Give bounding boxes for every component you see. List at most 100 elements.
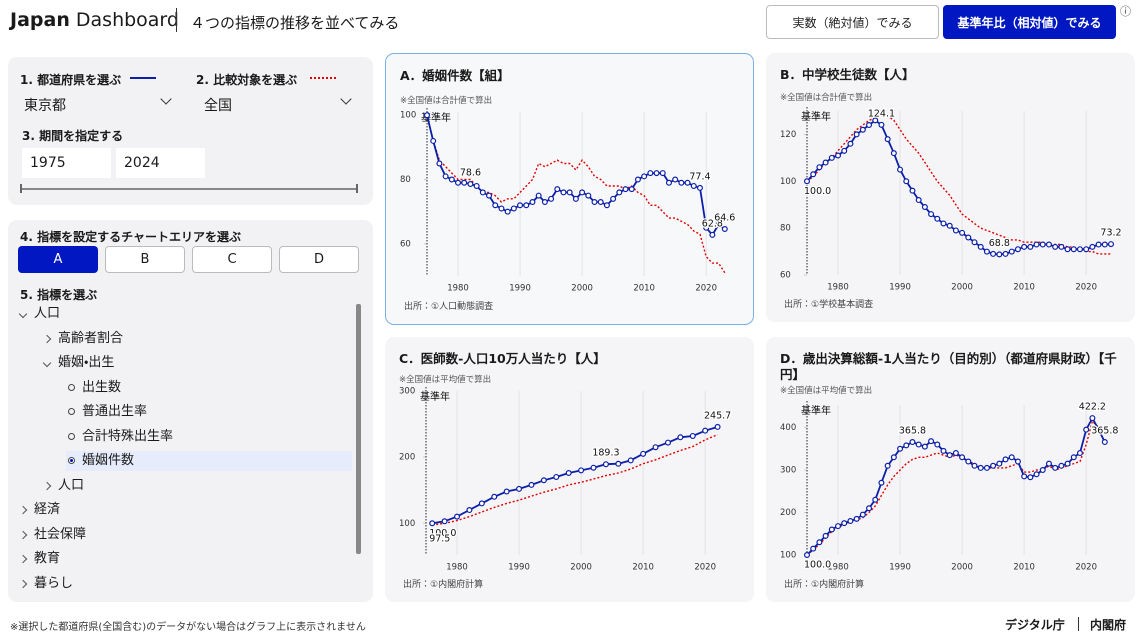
point-marker: [566, 189, 573, 196]
point-marker: [610, 195, 617, 202]
tree-item[interactable]: 人口: [42, 476, 352, 496]
info-icon[interactable]: ⓘ: [1120, 5, 1131, 18]
prefecture-dropdown[interactable]: 東京都: [20, 92, 180, 116]
tree-item[interactable]: 出生数: [66, 378, 352, 398]
point-marker: [659, 170, 666, 177]
comparison-dropdown[interactable]: 全国: [200, 92, 360, 116]
y-tick-label: 300: [780, 466, 796, 476]
y-tick-label: 120: [780, 130, 796, 140]
tree-label: 社会保障: [34, 526, 87, 542]
org-name: デジタル庁: [1005, 618, 1065, 632]
tree-item[interactable]: 婚姻・出生: [42, 353, 352, 373]
x-tick-label: 1980: [447, 284, 469, 294]
point-marker: [689, 432, 696, 439]
point-marker: [1070, 246, 1077, 253]
point-marker: [554, 186, 561, 193]
tree-icon: [18, 500, 28, 520]
period-slider[interactable]: [21, 188, 357, 190]
point-marker: [878, 121, 885, 128]
point-marker: [492, 202, 499, 209]
chart-panel[interactable]: C．医師数-人口10万人当たり【人】 ※全国値は平均値で算出 出所：①内閣府計算 19…: [385, 337, 754, 602]
point-marker: [1052, 464, 1059, 471]
point-marker: [1058, 243, 1065, 250]
point-marker: [940, 220, 947, 227]
point-marker: [977, 243, 984, 250]
tree-item[interactable]: 社会保障: [18, 525, 352, 545]
value-label: 365.8: [899, 426, 926, 437]
tree-item[interactable]: 教育: [18, 549, 352, 569]
point-marker: [921, 204, 928, 211]
point-marker: [859, 126, 866, 133]
point-marker: [517, 202, 524, 209]
area-button[interactable]: B: [105, 246, 185, 273]
period-start-input[interactable]: 1975: [22, 148, 111, 178]
point-marker: [810, 171, 817, 178]
point-marker: [884, 136, 891, 143]
tree-item[interactable]: 合計特殊出生率: [66, 427, 352, 447]
slider-handle[interactable]: [20, 184, 22, 193]
point-marker: [965, 458, 972, 465]
point-marker: [647, 170, 654, 177]
point-marker: [859, 511, 866, 518]
step2-label: 2. 比較対象を選ぶ: [196, 73, 298, 87]
chevron-down: [42, 358, 52, 368]
point-marker: [714, 423, 721, 430]
x-tick-label: 2010: [1013, 283, 1035, 293]
area-button[interactable]: C: [192, 246, 272, 273]
step1-label: 1. 都道府県を選ぶ: [20, 73, 122, 87]
selector-panel: 1. 都道府県を選ぶ 2. 比較対象を選ぶ 東京都 全国 3. 期間を指定する …: [8, 57, 373, 205]
x-tick-label: 2000: [951, 283, 973, 293]
period-end-input[interactable]: 2024: [116, 148, 205, 178]
brand: Japan Dashboard: [10, 9, 179, 31]
tree-item[interactable]: 高齢者割合: [42, 329, 352, 349]
tree-item[interactable]: 経済: [18, 500, 352, 520]
dropdown-value: 全国: [204, 98, 232, 114]
tree-icon: [42, 476, 52, 496]
point-marker: [890, 150, 897, 157]
point-marker: [1008, 454, 1015, 461]
x-tick-label: 2010: [1013, 563, 1035, 573]
point-marker: [641, 173, 648, 180]
area-button[interactable]: D: [279, 246, 359, 273]
point-marker: [1083, 426, 1090, 433]
y-tick-label: 400: [780, 423, 796, 433]
x-tick-label: 2000: [571, 284, 593, 294]
point-marker: [946, 452, 953, 459]
value-label: 100.0: [429, 528, 456, 539]
brand-name: Japan: [10, 9, 70, 31]
area-button[interactable]: A: [18, 246, 98, 273]
absolute-button[interactable]: 実数（絶対値）でみる: [766, 5, 939, 39]
chart-panel[interactable]: A．婚姻件数【組】 ※全国値は合計値で算出 出所：①人口動態調査 1980 1990 20…: [385, 53, 754, 325]
chart-title: B．中学校生徒数【人】: [780, 67, 915, 82]
scrollbar[interactable]: [356, 304, 361, 554]
chevron-right: [18, 554, 28, 564]
subtitle: ４つの指標の推移を並べてみる: [190, 14, 400, 32]
point-marker: [498, 205, 505, 212]
tree-item[interactable]: 人口: [18, 304, 352, 324]
tree-item[interactable]: 婚姻件数: [66, 451, 352, 471]
point-marker: [803, 178, 810, 185]
chart-panel[interactable]: B．中学校生徒数【人】 ※全国値は合計値で算出 出所：①学校基本調査 1980 1990…: [766, 53, 1135, 322]
y-tick-label: 60: [780, 271, 791, 281]
point-marker: [853, 515, 860, 522]
y-tick-label: 100: [400, 111, 416, 121]
point-marker: [1027, 243, 1034, 250]
slider-handle[interactable]: [356, 184, 358, 193]
point-marker: [541, 199, 548, 206]
chart-panel[interactable]: D．歳出決算総額-1人当たり（目的別）（都道府県財政）【千円】 ※全国値は平均値で…: [766, 337, 1135, 602]
value-label: 365.8: [1091, 426, 1118, 437]
chart-plot: 1980 1990 2000 2010 2020 100 200 300 基準年 100.0 189…: [399, 387, 732, 573]
value-label: 422.2: [1079, 402, 1106, 413]
radio: [68, 432, 75, 440]
point-marker: [535, 192, 542, 199]
point-marker: [952, 450, 959, 457]
tree-item[interactable]: 暮らし: [18, 574, 352, 594]
relative-button[interactable]: 基準年比（相対値）でみる: [943, 5, 1116, 39]
tree-item[interactable]: 普通出生率: [66, 402, 352, 422]
org-name: 内閣府: [1090, 618, 1127, 632]
point-marker: [491, 493, 498, 500]
point-marker: [615, 460, 622, 467]
